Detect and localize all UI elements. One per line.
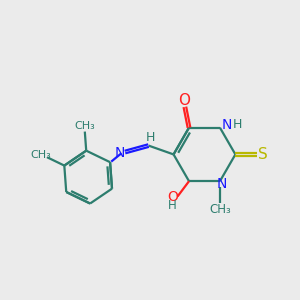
Text: CH₃: CH₃: [74, 121, 95, 131]
Text: H: H: [232, 118, 242, 131]
Text: O: O: [178, 93, 190, 108]
Text: S: S: [258, 147, 268, 162]
Text: H: H: [168, 200, 177, 212]
Text: H: H: [145, 131, 155, 144]
Text: CH₃: CH₃: [209, 203, 231, 216]
Text: N: N: [221, 118, 232, 132]
Text: CH₃: CH₃: [31, 150, 52, 160]
Text: O: O: [167, 190, 178, 204]
Text: N: N: [115, 146, 125, 160]
Text: N: N: [216, 176, 226, 190]
